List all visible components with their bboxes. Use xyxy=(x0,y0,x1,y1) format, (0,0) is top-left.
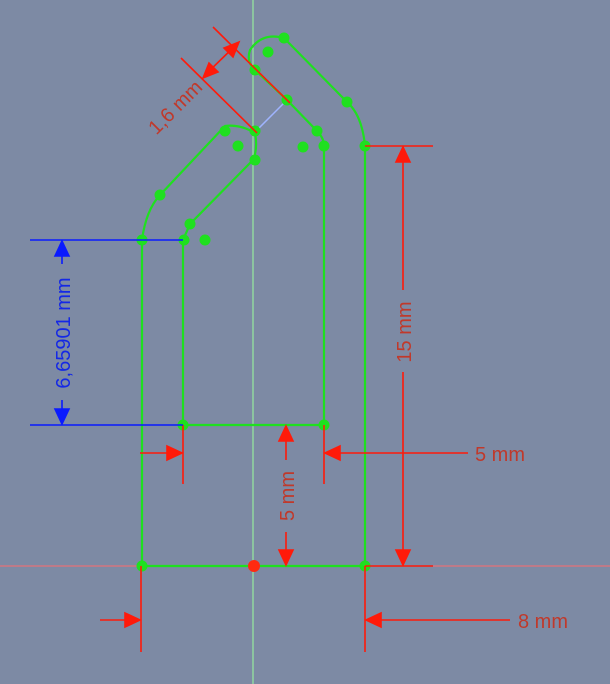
dim-label-inner-width[interactable]: 5 mm xyxy=(475,444,525,466)
dim-16-arrow-1 xyxy=(201,61,220,80)
dim-5w-arrow-left xyxy=(166,444,184,462)
vertex xyxy=(249,154,261,166)
red-dimensions[interactable] xyxy=(100,26,510,652)
vertex xyxy=(311,125,323,137)
dim-label-blue-height[interactable]: 6,65901 mm xyxy=(53,277,75,388)
dim-8-arrow-left xyxy=(124,611,142,629)
right-outer-arc xyxy=(346,101,367,147)
blue-dimension[interactable] xyxy=(30,239,183,426)
dim-16-arrow-2 xyxy=(222,40,241,59)
dim-5h-arrow-bottom xyxy=(277,549,295,567)
vertex xyxy=(232,140,244,152)
dim-8-arrow-right xyxy=(364,611,382,629)
dim-label-inner-height[interactable]: 5 mm xyxy=(277,471,299,521)
inner-profile xyxy=(181,132,258,425)
dim-label-outer-width[interactable]: 8 mm xyxy=(518,611,568,633)
dim-label-thickness[interactable]: 1,6 mm xyxy=(144,76,207,139)
vertex xyxy=(297,141,309,153)
vertex xyxy=(199,234,211,246)
vertex xyxy=(341,96,353,108)
vertex xyxy=(136,560,148,572)
dim-5w-arrow-right xyxy=(323,444,341,462)
origin-point-icon[interactable] xyxy=(248,560,260,572)
vertex xyxy=(178,234,190,246)
dim-label-height[interactable]: 15 mm xyxy=(394,301,416,362)
vertex xyxy=(278,32,290,44)
construction-line xyxy=(254,99,288,133)
dim-blue-arrow-bottom xyxy=(53,408,71,426)
vertex xyxy=(154,189,166,201)
dim-15-arrow-top xyxy=(394,145,412,163)
dim-16-ext-1 xyxy=(212,26,291,104)
dim-5h-arrow-top xyxy=(277,424,295,442)
vertex xyxy=(219,125,231,137)
vertex xyxy=(318,140,330,152)
dim-16-ext-2 xyxy=(180,57,258,134)
vertex xyxy=(184,218,196,230)
dim-blue-arrow-top xyxy=(53,239,71,257)
dim-15-arrow-bottom xyxy=(394,549,412,567)
vertex xyxy=(249,64,261,76)
inner-right-slope xyxy=(286,99,318,132)
upper-right-slope xyxy=(283,37,348,103)
vertex xyxy=(262,46,274,58)
